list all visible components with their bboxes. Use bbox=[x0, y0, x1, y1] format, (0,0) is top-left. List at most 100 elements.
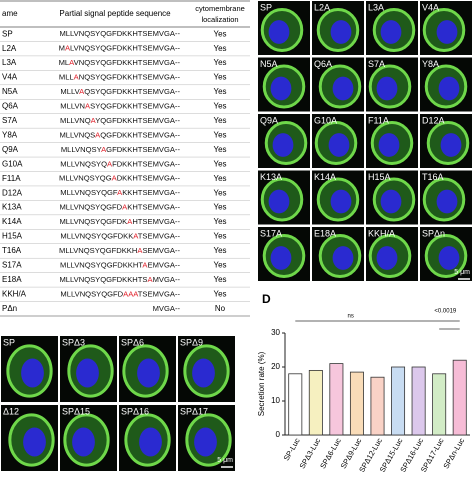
sequence-part: QGFDKKHTSEMVGA-- bbox=[100, 130, 180, 139]
scale-bar-label: 5 μm bbox=[217, 457, 233, 464]
image-label: Y8A bbox=[422, 59, 439, 69]
nucleus bbox=[23, 427, 46, 457]
sequence: MLAVNQSYQGFDKKHTSEMVGA-- bbox=[59, 58, 181, 67]
localization: Yes bbox=[213, 217, 226, 226]
sequence-part: TSEMVGA-- bbox=[138, 289, 181, 298]
image-label: E18A bbox=[314, 228, 336, 238]
nucleus bbox=[438, 76, 460, 101]
bar bbox=[329, 363, 344, 436]
y-axis-label: Secretion rate (%) bbox=[257, 351, 266, 416]
nucleus bbox=[332, 76, 354, 101]
localization: Yes bbox=[213, 289, 226, 298]
nucleus bbox=[192, 358, 215, 388]
sequence-part: A bbox=[127, 217, 133, 226]
sequence-part: MLLVNQSYQGF bbox=[60, 188, 118, 197]
sequence: MLLVNQSYQGFDKKHTSAMVGA-- bbox=[59, 275, 180, 284]
image-label: SPΔ3 bbox=[62, 337, 85, 347]
sequence: MLLVNQSYQGFDKKATSEMVGA-- bbox=[60, 232, 180, 241]
sequence: MALVNQSYQGFDKKHTSEMVGA-- bbox=[59, 44, 181, 53]
localization: Yes bbox=[213, 116, 226, 125]
sequence-part: A bbox=[137, 246, 143, 255]
row-name: H15A bbox=[2, 232, 23, 241]
row-name: Q9A bbox=[2, 145, 19, 154]
sequence-part: MLLVNQSYQGFDKKH bbox=[59, 246, 137, 255]
image-label: SPΔ16 bbox=[121, 406, 149, 416]
bar bbox=[391, 366, 406, 436]
nucleus bbox=[380, 189, 402, 214]
row-name: V4A bbox=[2, 73, 18, 82]
image-label: KKH/A bbox=[368, 228, 395, 238]
localization: Yes bbox=[213, 246, 226, 255]
sequence-part: FDKKHTSEMVGA-- bbox=[112, 159, 180, 168]
row-name: SP bbox=[2, 29, 13, 38]
nucleus bbox=[330, 20, 352, 44]
sequence-part: A bbox=[142, 260, 148, 269]
sequence-part: MLLVNQSYQGFDKKHTS bbox=[59, 275, 147, 284]
sequence-part: SYQGFDKKHTSEMVGA-- bbox=[90, 101, 180, 110]
nucleus bbox=[139, 427, 162, 457]
sequence: MLLVNQAYQGFDKKHTSEMVGA-- bbox=[60, 116, 180, 125]
nucleus bbox=[332, 246, 354, 270]
bar bbox=[370, 376, 385, 436]
row-name: E18A bbox=[2, 275, 22, 284]
sequence-part: EMVGA-- bbox=[148, 260, 181, 269]
sequence-part: MLLVNQSYQ bbox=[60, 159, 107, 168]
scale-bar-label: 5 μm bbox=[454, 269, 470, 276]
sequence: MLLVNASYQGFDKKHTSEMVGA-- bbox=[60, 101, 180, 110]
sequence-part: MLLVNQSYQGFDKKHT bbox=[60, 260, 143, 269]
sequence: MLLANQSYQGFDKKHTSEMVGA-- bbox=[59, 73, 181, 82]
sequence-part: A bbox=[112, 174, 118, 183]
row-name: Q6A bbox=[2, 102, 19, 111]
sequence: MLLVNQSAQGFDKKHTSEMVGA-- bbox=[59, 130, 180, 139]
annotation: ns bbox=[348, 314, 354, 320]
row-name: PΔn bbox=[2, 304, 17, 313]
table-header: ame bbox=[2, 9, 18, 18]
nucleus bbox=[272, 133, 294, 157]
sequence: MLLVAQSYQGFDKKHTSEMVGA-- bbox=[60, 87, 180, 96]
sequence-part: A bbox=[74, 73, 80, 82]
nucleus bbox=[440, 133, 462, 157]
sequence: MVGA-- bbox=[153, 304, 181, 313]
localization: Yes bbox=[213, 29, 226, 38]
sequence: MLLVNQSYQGFDAKHTSEMVGA-- bbox=[59, 203, 180, 212]
image-label: N5A bbox=[260, 59, 278, 69]
sequence-part: KHTSEMVGA-- bbox=[127, 203, 180, 212]
row-name: T16A bbox=[2, 246, 22, 255]
image-label: K14A bbox=[314, 172, 336, 182]
sequence-part: MLLVNQSYQGFDK bbox=[59, 217, 127, 226]
sequence-part: TSEMVGA-- bbox=[138, 232, 181, 241]
nucleus bbox=[328, 133, 350, 157]
row-name: K14A bbox=[2, 217, 22, 226]
nucleus bbox=[380, 20, 402, 44]
sequence-part: A bbox=[101, 145, 107, 154]
row-name: D12A bbox=[2, 188, 23, 197]
nucleus bbox=[21, 358, 44, 388]
localization: Yes bbox=[213, 203, 226, 212]
sequence: MLLVNQSYQGFDKAHTSEMVGA-- bbox=[59, 217, 180, 226]
row-name: L2A bbox=[2, 44, 17, 53]
image-label: G10A bbox=[314, 115, 337, 125]
image-label: L3A bbox=[368, 2, 384, 12]
row-name: G10A bbox=[2, 159, 23, 168]
image-label: SPΔ15 bbox=[62, 406, 90, 416]
image-label: Q9A bbox=[260, 115, 278, 125]
row-name: S7A bbox=[2, 116, 18, 125]
sequence-part: A bbox=[148, 275, 154, 284]
sequence: MLLVNQSYQGFDKKHASEMVGA-- bbox=[59, 246, 180, 255]
sequence-part: A bbox=[117, 188, 123, 197]
nucleus bbox=[378, 133, 400, 157]
row-name: KKH/A bbox=[2, 289, 27, 298]
sequence-part: MLLVNQSYQGFDKK bbox=[60, 232, 133, 241]
y-tick-label: 20 bbox=[271, 362, 280, 371]
row-name: L3A bbox=[2, 58, 17, 67]
localization: Yes bbox=[213, 275, 226, 284]
sequence-part: A bbox=[65, 44, 71, 53]
nucleus bbox=[438, 246, 460, 270]
image-label: F11A bbox=[368, 115, 389, 125]
localization: Yes bbox=[213, 44, 226, 53]
sequence-part: SEMVGA-- bbox=[142, 246, 180, 255]
localization: Yes bbox=[213, 87, 226, 96]
sequence-part: NQSYQGFDKKHTSEMVGA-- bbox=[79, 73, 181, 82]
sequence-part: A bbox=[69, 58, 75, 67]
localization: Yes bbox=[213, 145, 226, 154]
